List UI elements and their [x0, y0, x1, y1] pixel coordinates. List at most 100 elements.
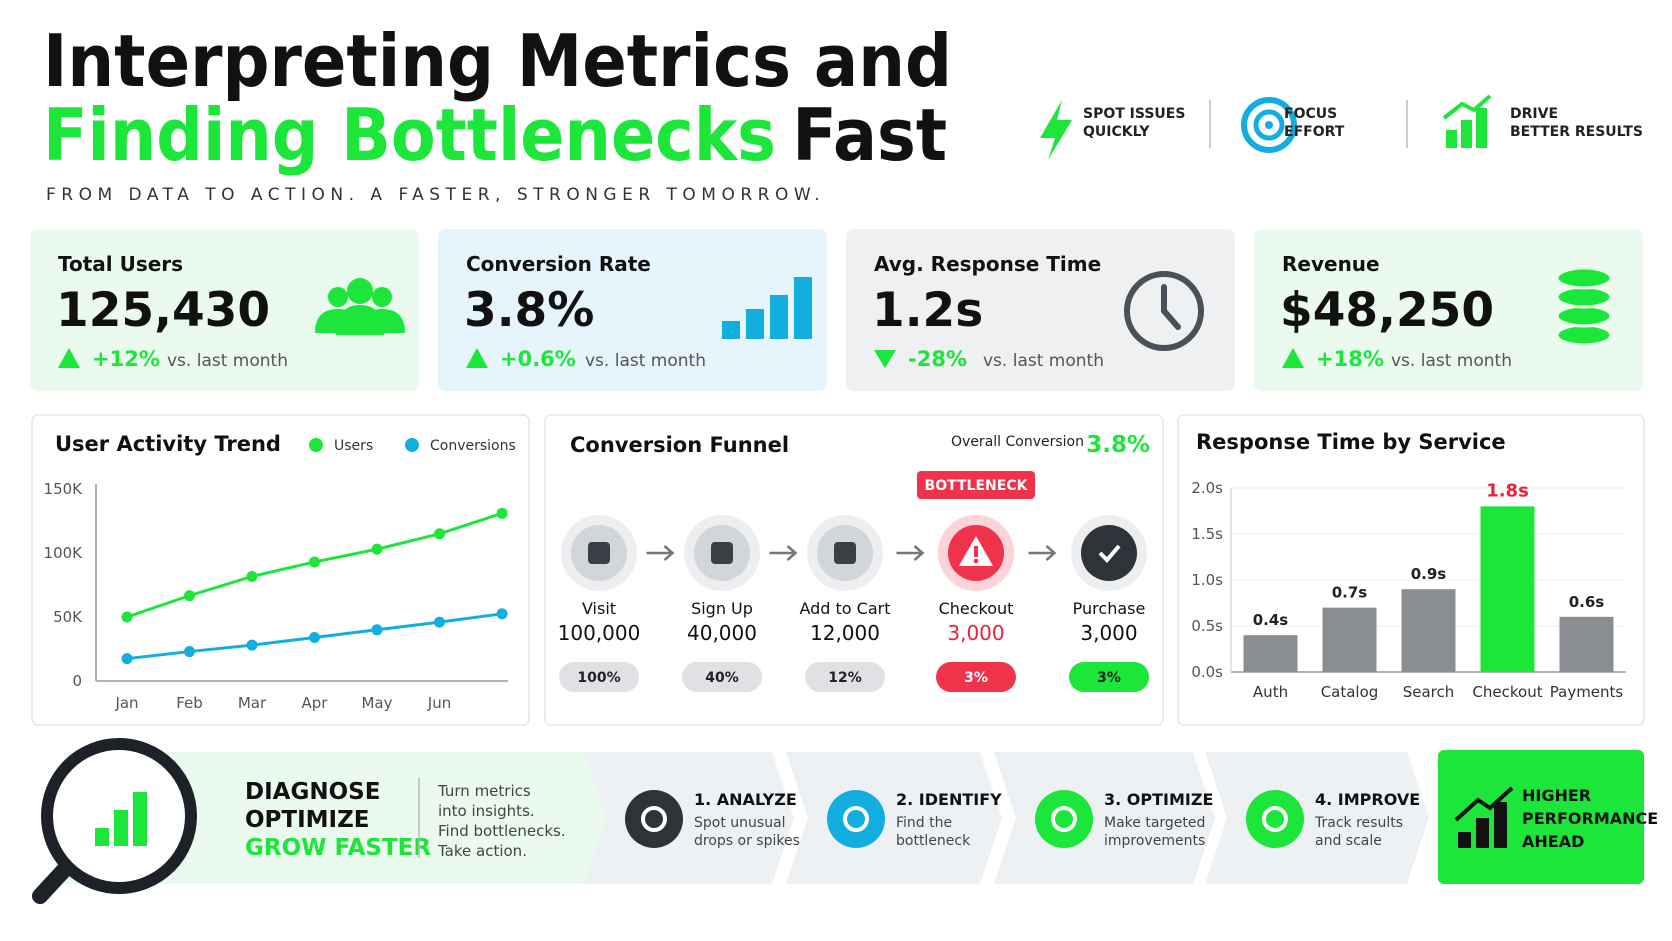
kpi-note: vs. last month: [585, 351, 706, 371]
title: Finding BottlenecksFast: [43, 93, 947, 177]
trend-arrow: [466, 348, 488, 368]
step-text: bottleneck: [896, 833, 971, 849]
step-count: 100,000: [558, 621, 641, 645]
title-green: Finding Bottlenecks: [43, 93, 776, 177]
badge-text: EFFORT: [1284, 124, 1345, 140]
step-icon-bg: [1081, 525, 1137, 581]
y-tick-label: 150K: [44, 480, 84, 498]
users-icon: [315, 305, 405, 335]
kpi-note: vs. last month: [167, 351, 288, 371]
y-tick-label: 2.0s: [1191, 479, 1223, 497]
step-pct: 3%: [1097, 670, 1121, 686]
step-name: Add to Cart: [799, 599, 890, 618]
step-pct: 100%: [577, 670, 620, 686]
legend-label: Users: [334, 438, 373, 454]
x-tick-label: Mar: [238, 694, 267, 712]
x-tick-label: Jun: [427, 694, 451, 712]
step-text: Make targeted: [1104, 815, 1205, 831]
bars-icon: [746, 309, 764, 339]
data-point: [371, 624, 383, 636]
step-icon-mark: [843, 806, 869, 832]
result-text: AHEAD: [1522, 832, 1584, 851]
x-tick-label: Payments: [1550, 683, 1624, 701]
overall-label: Overall Conversion: [951, 434, 1084, 450]
step-text: and scale: [1315, 833, 1382, 849]
bottleneck-tag: [917, 471, 1035, 499]
step-pill: [1069, 662, 1149, 692]
users-icon: [372, 287, 392, 307]
magnifier-bars: [114, 810, 128, 846]
x-tick-label: Auth: [1253, 683, 1288, 701]
slogan: GROW FASTER: [245, 835, 431, 861]
legend-dot: [309, 438, 323, 452]
step-pct: 40%: [705, 670, 739, 686]
data-point: [434, 616, 445, 628]
bar: [1480, 506, 1535, 672]
step-text: improvements: [1104, 833, 1205, 849]
magnifier-bars: [95, 828, 109, 846]
funnel-title: Conversion Funnel: [570, 433, 789, 457]
kpi-card: [846, 229, 1235, 391]
arrow: [646, 545, 675, 561]
y-tick-label: 1.0s: [1191, 571, 1223, 589]
x-tick-label: Feb: [176, 694, 203, 712]
value-label: 0.4s: [1253, 611, 1289, 629]
trend-arrow: [58, 348, 80, 368]
step-icon: [625, 790, 683, 848]
value-label: 0.9s: [1411, 565, 1447, 583]
data-point: [496, 608, 508, 620]
x-tick-label: Apr: [302, 694, 329, 712]
step-pill: [936, 662, 1016, 692]
data-point: [496, 507, 508, 519]
kpi-change: +12%: [92, 347, 160, 371]
x-tick-label: May: [361, 694, 392, 712]
chart-title: User Activity Trend: [55, 432, 281, 456]
step-count: 3,000: [947, 621, 1004, 645]
step-count: 40,000: [687, 621, 757, 645]
database-icon: [1555, 266, 1613, 290]
step-name: Checkout: [939, 599, 1014, 618]
step-pill: [559, 662, 639, 692]
step-text: Find the: [896, 815, 952, 831]
magnifier-bars: [133, 792, 147, 846]
slogan: OPTIMIZE: [245, 807, 370, 833]
growth-icon: [1442, 94, 1492, 148]
bar: [1322, 607, 1377, 672]
kpi-value: 3.8%: [464, 283, 594, 338]
bottleneck-tag-text: BOTTLENECK: [925, 478, 1029, 494]
data-point: [309, 556, 320, 568]
bars-icon: [770, 295, 788, 339]
y-tick-label: 100K: [44, 544, 84, 562]
bars-icon: [794, 277, 812, 339]
kpi-label: Total Users: [58, 252, 183, 276]
bolt-icon: [1040, 100, 1072, 160]
x-tick-label: Jan: [114, 694, 138, 712]
arrow: [1028, 545, 1057, 561]
value-label: 0.7s: [1332, 584, 1368, 602]
result-bars: [1476, 818, 1489, 848]
kpi-card: [438, 229, 827, 391]
magnifier-handle: [32, 860, 74, 904]
step-pct: 12%: [828, 670, 862, 686]
x-tick-label: Catalog: [1321, 683, 1379, 701]
step-pill: [682, 662, 762, 692]
kpi-change: -28%: [908, 347, 967, 371]
arrow: [769, 545, 798, 561]
badge-text: SPOT ISSUES: [1083, 106, 1185, 122]
slogan-text: Take action.: [437, 842, 527, 860]
kpi-note: vs. last month: [1391, 351, 1512, 371]
trend-arrow: [1282, 348, 1304, 368]
users-icon: [328, 287, 348, 307]
slogan-text: into insights.: [438, 802, 535, 820]
data-point: [184, 590, 195, 602]
warning-icon: [973, 558, 979, 564]
kpi-card: [1254, 229, 1643, 391]
badge-text: BETTER RESULTS: [1510, 124, 1643, 140]
slogan-text: Find bottlenecks.: [438, 822, 566, 840]
y-tick-label: 0: [72, 672, 82, 690]
step-pill: [805, 662, 885, 692]
result-text: PERFORMANCE: [1522, 809, 1658, 828]
badge-text: QUICKLY: [1083, 124, 1150, 140]
